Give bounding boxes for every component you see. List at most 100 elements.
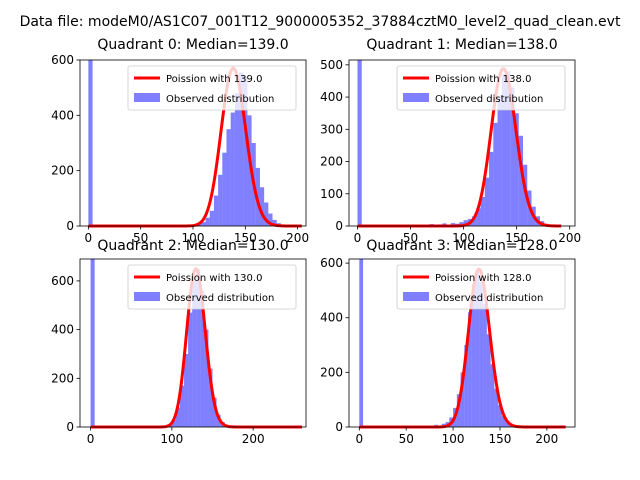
- legend-observed-label: Observed distribution: [435, 293, 543, 304]
- observed-bar: [471, 284, 476, 427]
- legend-box: [127, 264, 297, 310]
- observed-bar: [510, 87, 515, 226]
- observed-bar: [480, 196, 485, 226]
- axes-frame: [348, 59, 576, 227]
- x-tick-label: 100: [182, 231, 205, 245]
- observed-bar: [357, 60, 362, 226]
- observed-bar: [243, 76, 248, 226]
- observed-bar: [226, 129, 231, 226]
- observed-bar: [514, 113, 519, 226]
- observed-bar: [264, 202, 269, 226]
- y-tick-label: 400: [320, 90, 343, 104]
- y-tick-label: 200: [51, 164, 74, 178]
- quadrant-3-title: Quadrant 3: Median=128.0: [366, 238, 557, 254]
- observed-bar: [216, 414, 221, 427]
- x-tick-label: 0: [354, 231, 362, 245]
- observed-bar: [179, 385, 185, 427]
- observed-bar: [456, 394, 461, 427]
- observed-bar: [506, 71, 511, 226]
- quadrant-2-panel: Quadrant 2: Median=130.0 0 100 200 0 200 400 6…: [51, 238, 307, 446]
- legend-poisson-label: Poission with 128.0: [435, 273, 531, 284]
- y-tick-label: 200: [320, 155, 343, 169]
- observed-bar: [484, 177, 490, 226]
- x-tick-label: 50: [133, 231, 148, 245]
- y-tick-label: 600: [51, 274, 74, 288]
- x-tick-label: 50: [399, 432, 414, 446]
- x-tick-label: 200: [558, 231, 581, 245]
- quadrant-2-legend: Poission with 130.0 Observed distribution: [127, 264, 297, 310]
- legend-box: [396, 65, 566, 111]
- observed-bar: [222, 152, 227, 226]
- y-tick-label: 200: [51, 371, 74, 385]
- y-tick-label: 400: [51, 323, 74, 337]
- legend-observed-label: Observed distribution: [166, 94, 274, 105]
- y-tick-label: 600: [51, 53, 74, 67]
- observed-bar: [472, 216, 477, 226]
- quadrant-0-panel: Quadrant 0: Median=139.0 0 50 100 150 200 0 20…: [51, 37, 309, 245]
- observed-bar: [175, 407, 180, 427]
- observed-bar: [268, 213, 273, 226]
- quadrant-0-title: Quadrant 0: Median=139.0: [97, 37, 288, 53]
- y-tick-label: 0: [66, 219, 74, 233]
- observed-bar: [208, 368, 213, 427]
- quadrant-1-panel: Quadrant 1: Median=138.0 0 50 100 150 200 0 10…: [320, 37, 581, 245]
- x-tick-label: 0: [87, 432, 95, 446]
- x-tick-label: 100: [442, 432, 465, 446]
- quadrant-1-title: Quadrant 1: Median=138.0: [366, 37, 557, 53]
- x-tick-label: 100: [160, 432, 183, 446]
- observed-bar: [501, 416, 506, 427]
- y-tick-label: 600: [320, 256, 343, 270]
- quadrant-3-legend: Poission with 128.0 Observed distribution: [396, 264, 566, 310]
- quadrant-3-panel: Quadrant 3: Median=128.0 0 50 100 150 200 0 20…: [320, 238, 576, 446]
- observed-bar: [494, 388, 499, 427]
- observed-bar: [479, 282, 484, 427]
- observed-bar: [359, 259, 364, 427]
- observed-bar: [490, 364, 495, 427]
- observed-bar: [218, 174, 223, 226]
- observed-bar: [497, 97, 502, 226]
- legend-box: [127, 65, 297, 111]
- observed-bar: [468, 312, 472, 427]
- x-tick-label: 50: [403, 231, 418, 245]
- legend-observed-swatch: [134, 93, 160, 102]
- quadrant-2-title: Quadrant 2: Median=130.0: [97, 238, 288, 254]
- observed-bar: [505, 421, 510, 427]
- legend-box: [396, 264, 566, 310]
- y-tick-label: 500: [320, 58, 343, 72]
- quadrant-0-legend: Poission with 139.0 Observed distribution: [127, 65, 297, 111]
- observed-bar: [212, 397, 217, 427]
- observed-bar: [460, 372, 465, 427]
- observed-bar: [234, 93, 240, 226]
- y-tick-label: 300: [320, 122, 343, 136]
- observed-bar: [184, 353, 189, 427]
- axes-frame: [348, 258, 576, 428]
- observed-bar: [188, 312, 193, 427]
- observed-bar: [498, 405, 502, 427]
- legend-poisson-label: Poission with 139.0: [166, 74, 262, 85]
- observed-bar: [213, 195, 219, 226]
- observed-bar: [493, 122, 498, 226]
- observed-bar: [88, 60, 93, 226]
- observed-bar: [459, 222, 464, 226]
- observed-bar: [489, 151, 494, 226]
- legend-observed-swatch: [403, 292, 429, 301]
- observed-bar: [209, 210, 214, 226]
- y-tick-label: 200: [320, 365, 343, 379]
- x-tick-label: 0: [355, 432, 363, 446]
- observed-bar: [239, 72, 244, 226]
- observed-bar: [201, 222, 206, 226]
- legend-observed-label: Observed distribution: [166, 293, 274, 304]
- y-tick-label: 400: [320, 311, 343, 325]
- x-tick-label: 200: [242, 432, 265, 446]
- quadrant-1-legend: Poission with 138.0 Observed distribution: [396, 65, 566, 111]
- x-tick-label: 150: [505, 231, 528, 245]
- observed-bar: [501, 74, 507, 226]
- y-tick-label: 400: [51, 108, 74, 122]
- observed-bar: [205, 217, 210, 226]
- legend-observed-label: Observed distribution: [435, 94, 543, 105]
- observed-bar: [518, 135, 524, 226]
- legend-observed-swatch: [134, 292, 160, 301]
- observed-bar: [464, 345, 469, 427]
- observed-bar: [196, 268, 201, 427]
